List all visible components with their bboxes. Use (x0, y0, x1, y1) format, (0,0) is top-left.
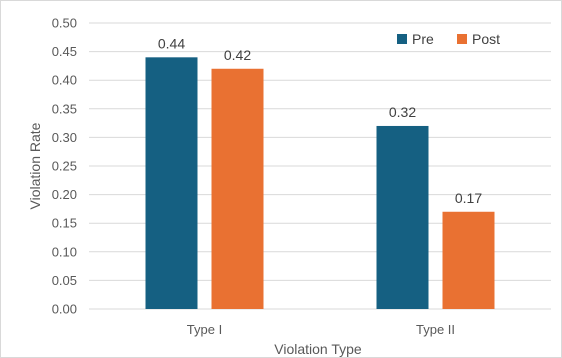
x-axis-ticks: Type I Type II (187, 322, 455, 337)
x-tick-label: Type I (187, 322, 222, 337)
data-label: 0.17 (455, 190, 482, 206)
y-tick-label: 0.25 (52, 159, 77, 174)
bar-pre-2 (376, 125, 429, 310)
y-tick-label: 0.45 (52, 44, 77, 59)
y-tick-label: 0.30 (52, 130, 77, 145)
data-label: 0.44 (158, 35, 185, 51)
y-tick-label: 0.15 (52, 216, 77, 231)
data-label: 0.32 (389, 104, 416, 120)
y-tick-label: 0.40 (52, 73, 77, 88)
x-tick-label: Type II (416, 322, 455, 337)
bar-post-1 (211, 68, 264, 309)
data-labels: 0.44 0.42 0.32 0.17 (158, 35, 482, 205)
data-label: 0.42 (224, 47, 251, 63)
y-tick-label: 0.50 (52, 16, 77, 31)
legend-label-pre: Pre (412, 31, 434, 47)
legend-label-post: Post (472, 31, 500, 47)
legend-swatch-pre (397, 34, 407, 44)
y-tick-label: 0.20 (52, 187, 77, 202)
y-tick-label: 0.00 (52, 302, 77, 317)
bars (145, 57, 495, 310)
y-axis-ticks: 0.00 0.05 0.10 0.15 0.20 0.25 0.30 0.35 0.40 0.45… (52, 16, 77, 317)
y-tick-label: 0.10 (52, 244, 77, 259)
bar-post-2 (442, 211, 495, 309)
y-tick-label: 0.05 (52, 273, 77, 288)
legend-swatch-post (457, 34, 467, 44)
legend: Pre Post (397, 31, 500, 47)
x-axis-title: Violation Type (274, 341, 362, 357)
bar-pre-1 (145, 57, 198, 309)
y-tick-label: 0.35 (52, 101, 77, 116)
y-axis-title: Violation Rate (27, 122, 43, 209)
